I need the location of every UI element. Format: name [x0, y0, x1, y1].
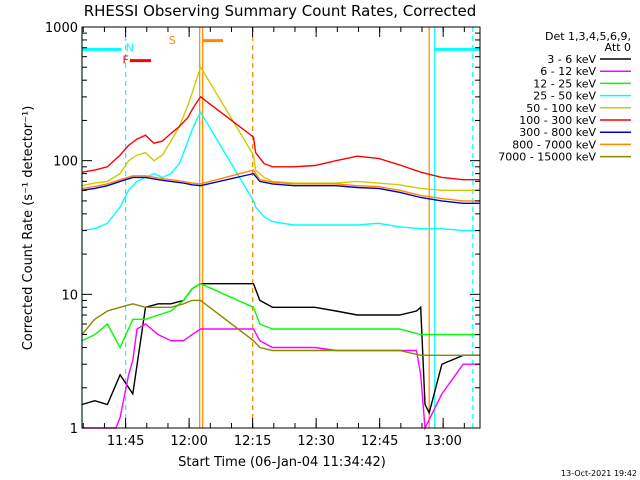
- legend-label-0: 3 - 6 keV: [547, 53, 596, 66]
- x-tick-label-2: 12:15: [234, 434, 271, 449]
- legend-label-5: 100 - 300 keV: [519, 114, 596, 127]
- series-line-0: [81, 283, 480, 415]
- x-tick-label-0: 11:45: [107, 434, 144, 449]
- legend-header-detectors: Det 1,3,4,5,6,9,: [545, 30, 631, 43]
- flag-label-f: F: [122, 54, 128, 67]
- plot-area: NF S: [81, 27, 480, 431]
- legend-label-8: 7000 - 15000 keV: [498, 151, 596, 164]
- legend-label-2: 12 - 25 keV: [533, 77, 596, 90]
- series-line-7: [81, 169, 480, 202]
- footer-timestamp: 13-Oct-2021 19:42: [561, 469, 637, 478]
- legend-label-1: 6 - 12 keV: [540, 65, 596, 78]
- y-tick-label-1: 10: [61, 288, 78, 303]
- legend-label-7: 800 - 7000 keV: [512, 138, 596, 151]
- series-line-5: [81, 95, 480, 181]
- x-tick-label-1: 12:00: [170, 434, 207, 449]
- legend-label-4: 50 - 100 keV: [526, 102, 596, 115]
- series-line-1: [82, 323, 480, 431]
- x-tick-label-4: 12:45: [361, 434, 398, 449]
- chart-title: RHESSI Observing Summary Count Rates, Co…: [84, 2, 477, 20]
- legend-label-6: 300 - 800 keV: [519, 126, 596, 139]
- series-line-6: [81, 172, 480, 205]
- series-line-3: [81, 110, 480, 232]
- y-tick-label-0: 1: [70, 422, 78, 437]
- series-line-4: [81, 65, 480, 192]
- x-tick-label-5: 13:00: [424, 434, 461, 449]
- legend-header-attenuator: Att 0: [605, 41, 631, 54]
- legend-label-3: 25 - 50 keV: [533, 90, 596, 103]
- x-tick-label-3: 12:30: [297, 434, 334, 449]
- axis-ticks: 1 10 100 1000 11:45 12:00 12:15 12:30 12:45 13:00: [45, 21, 480, 449]
- flag-label-n: N: [126, 42, 134, 55]
- y-tick-label-3: 1000: [45, 21, 78, 36]
- series-line-8: [81, 299, 480, 356]
- plot-frame: [81, 26, 481, 429]
- flag-label-s: S: [169, 34, 176, 47]
- series-line-2: [81, 282, 480, 350]
- y-axis-label: Corrected Count Rate (s⁻¹ detector⁻¹): [21, 106, 36, 351]
- y-tick-label-2: 100: [53, 155, 78, 170]
- x-axis-label: Start Time (06-Jan-04 11:34:42): [178, 455, 386, 470]
